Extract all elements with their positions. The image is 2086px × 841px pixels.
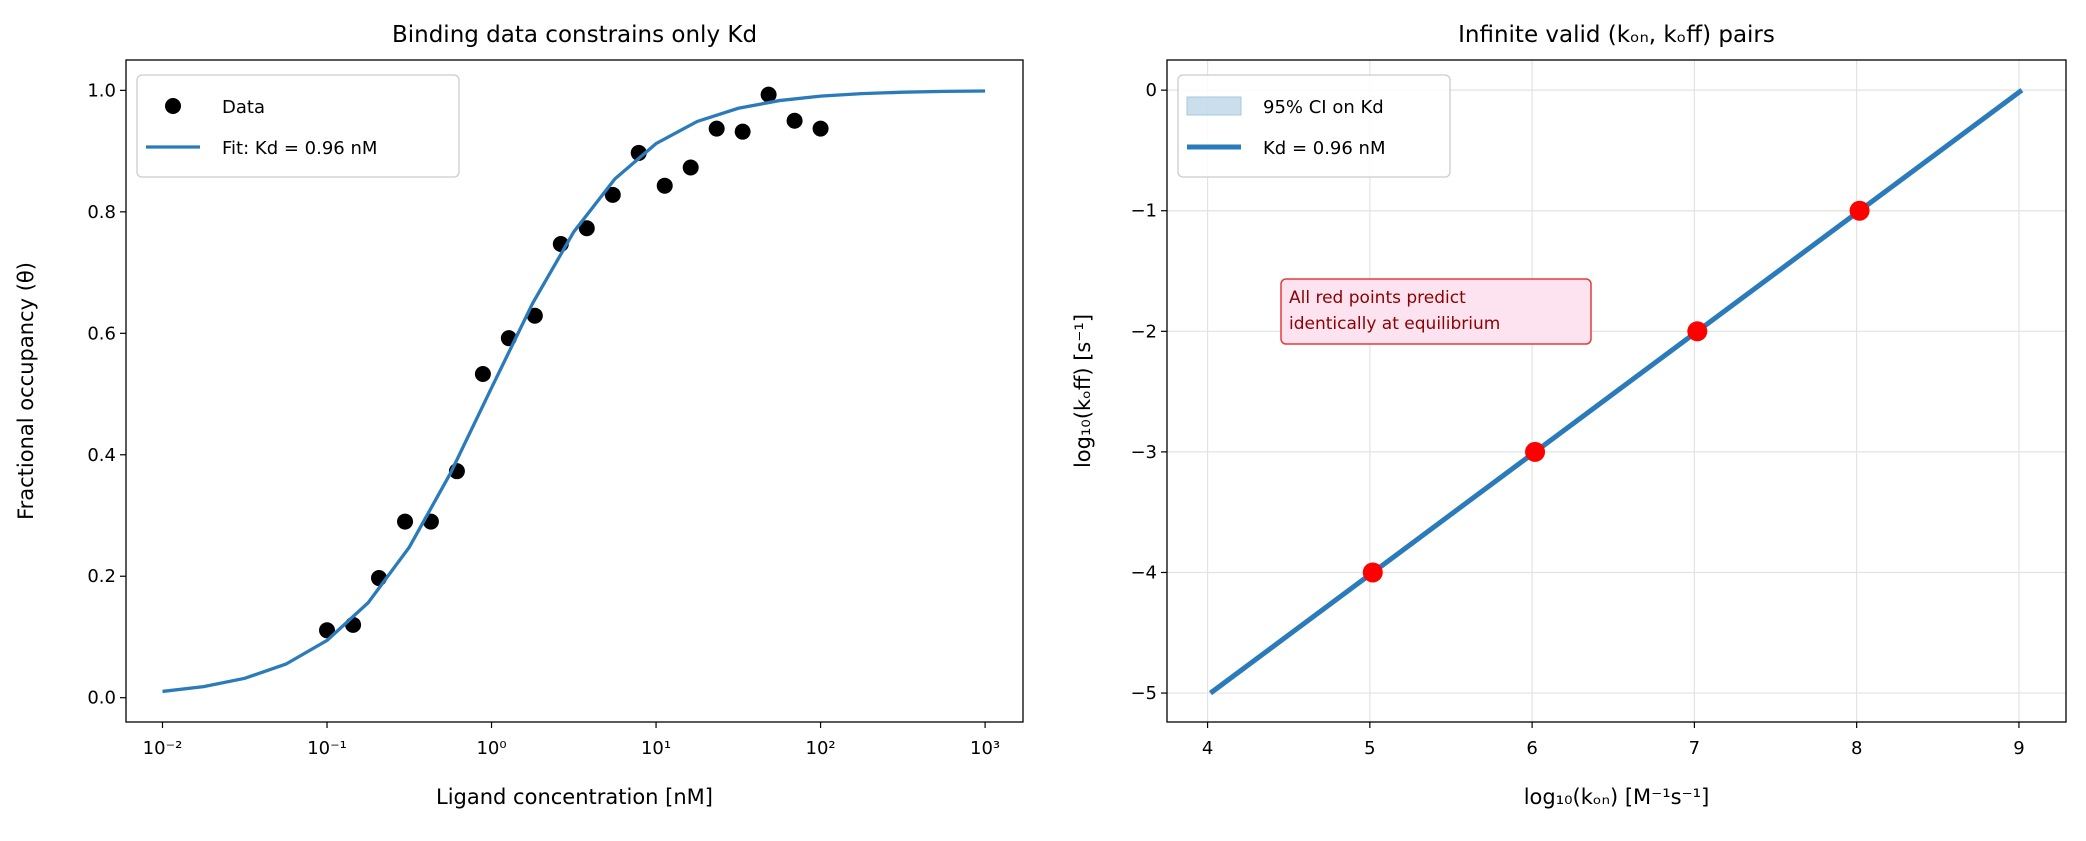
- data-point: [786, 112, 803, 129]
- annotation-box: [1280, 278, 1592, 345]
- data-point: [760, 86, 777, 103]
- chart-title: Infinite valid (kₒₙ, kₒff) pairs: [1458, 22, 1775, 48]
- x-tick-label: 4: [1202, 738, 1213, 759]
- x-tick-label: 8: [1851, 738, 1862, 759]
- data-point: [345, 616, 362, 633]
- data-point: [397, 513, 414, 530]
- y-axis-label: Fractional occupancy (θ): [14, 262, 38, 520]
- y-axis-label: log₁₀(kₒff) [s⁻¹]: [1071, 314, 1095, 468]
- data-point: [474, 365, 491, 382]
- legend-box: [1177, 74, 1451, 178]
- x-tick-label: 9: [2013, 738, 2024, 759]
- x-tick-label: 10⁻¹: [307, 738, 347, 759]
- y-tick-label: −5: [1130, 683, 1157, 704]
- y-tick-label: 0.6: [87, 323, 116, 344]
- x-tick-label: 10⁰: [476, 738, 506, 759]
- y-tick-label: 0.2: [87, 566, 116, 587]
- y-tick-label: 0.4: [87, 445, 116, 466]
- data-point: [734, 123, 751, 140]
- data-line: [162, 89, 986, 694]
- data-point: [812, 120, 829, 137]
- legend-label: Kd = 0.96 nM: [1263, 138, 1386, 159]
- y-tick-label: −4: [1130, 562, 1157, 583]
- legend-label: Fit: Kd = 0.96 nM: [222, 138, 377, 159]
- legend-box: [136, 74, 460, 178]
- data-point: [708, 120, 725, 137]
- x-tick-label: 10⁻²: [143, 738, 183, 759]
- panel: 4 5 6 7 8 9 −5 −4 −3 −2 −1 0 Infinite valid (kₒₙ, kₒ…: [1071, 22, 2067, 809]
- data-point: [604, 186, 621, 203]
- x-tick-label: 5: [1364, 738, 1375, 759]
- data-point: [526, 307, 543, 324]
- panel: 10⁻² 10⁻¹ 10⁰ 10¹ 10² 10³ 0.0 0.2 0.4 0.6 0.8 1.0 Bi…: [14, 22, 1024, 809]
- data-line: [1208, 88, 2024, 696]
- axes-frame: [125, 59, 1024, 723]
- data-point: [1687, 321, 1708, 342]
- data-point: [1362, 562, 1383, 583]
- legend-label: Data: [222, 97, 265, 118]
- y-tick-label: −3: [1130, 442, 1157, 463]
- data-point: [656, 177, 673, 194]
- annotation-text: identically at equilibrium: [1289, 314, 1500, 334]
- y-tick-label: 0: [1146, 80, 1157, 101]
- x-tick-label: 7: [1689, 738, 1700, 759]
- x-axis-label: log₁₀(kₒₙ) [M⁻¹s⁻¹]: [1524, 785, 1710, 809]
- x-tick-label: 10³: [970, 738, 1000, 759]
- legend-marker: [165, 98, 181, 114]
- x-axis-label: Ligand concentration [nM]: [436, 785, 713, 809]
- y-tick-label: −1: [1130, 201, 1157, 222]
- data-point: [319, 622, 336, 639]
- x-tick-label: 6: [1526, 738, 1537, 759]
- chart-title: Binding data constrains only Kd: [392, 22, 757, 48]
- legend-patch: [1186, 96, 1242, 116]
- legend-label: 95% CI on Kd: [1263, 97, 1384, 118]
- x-tick-label: 10¹: [641, 738, 671, 759]
- y-tick-label: 0.8: [87, 202, 116, 223]
- data-point: [1525, 441, 1546, 462]
- data-point: [578, 220, 595, 237]
- y-tick-label: 1.0: [87, 80, 116, 101]
- y-tick-label: −2: [1130, 321, 1157, 342]
- x-tick-label: 10²: [806, 738, 836, 759]
- data-point: [682, 159, 699, 176]
- data-point: [1849, 200, 1870, 221]
- annotation-text: All red points predict: [1289, 288, 1466, 308]
- axes-frame: [1166, 59, 2067, 723]
- y-tick-label: 0.0: [87, 688, 116, 709]
